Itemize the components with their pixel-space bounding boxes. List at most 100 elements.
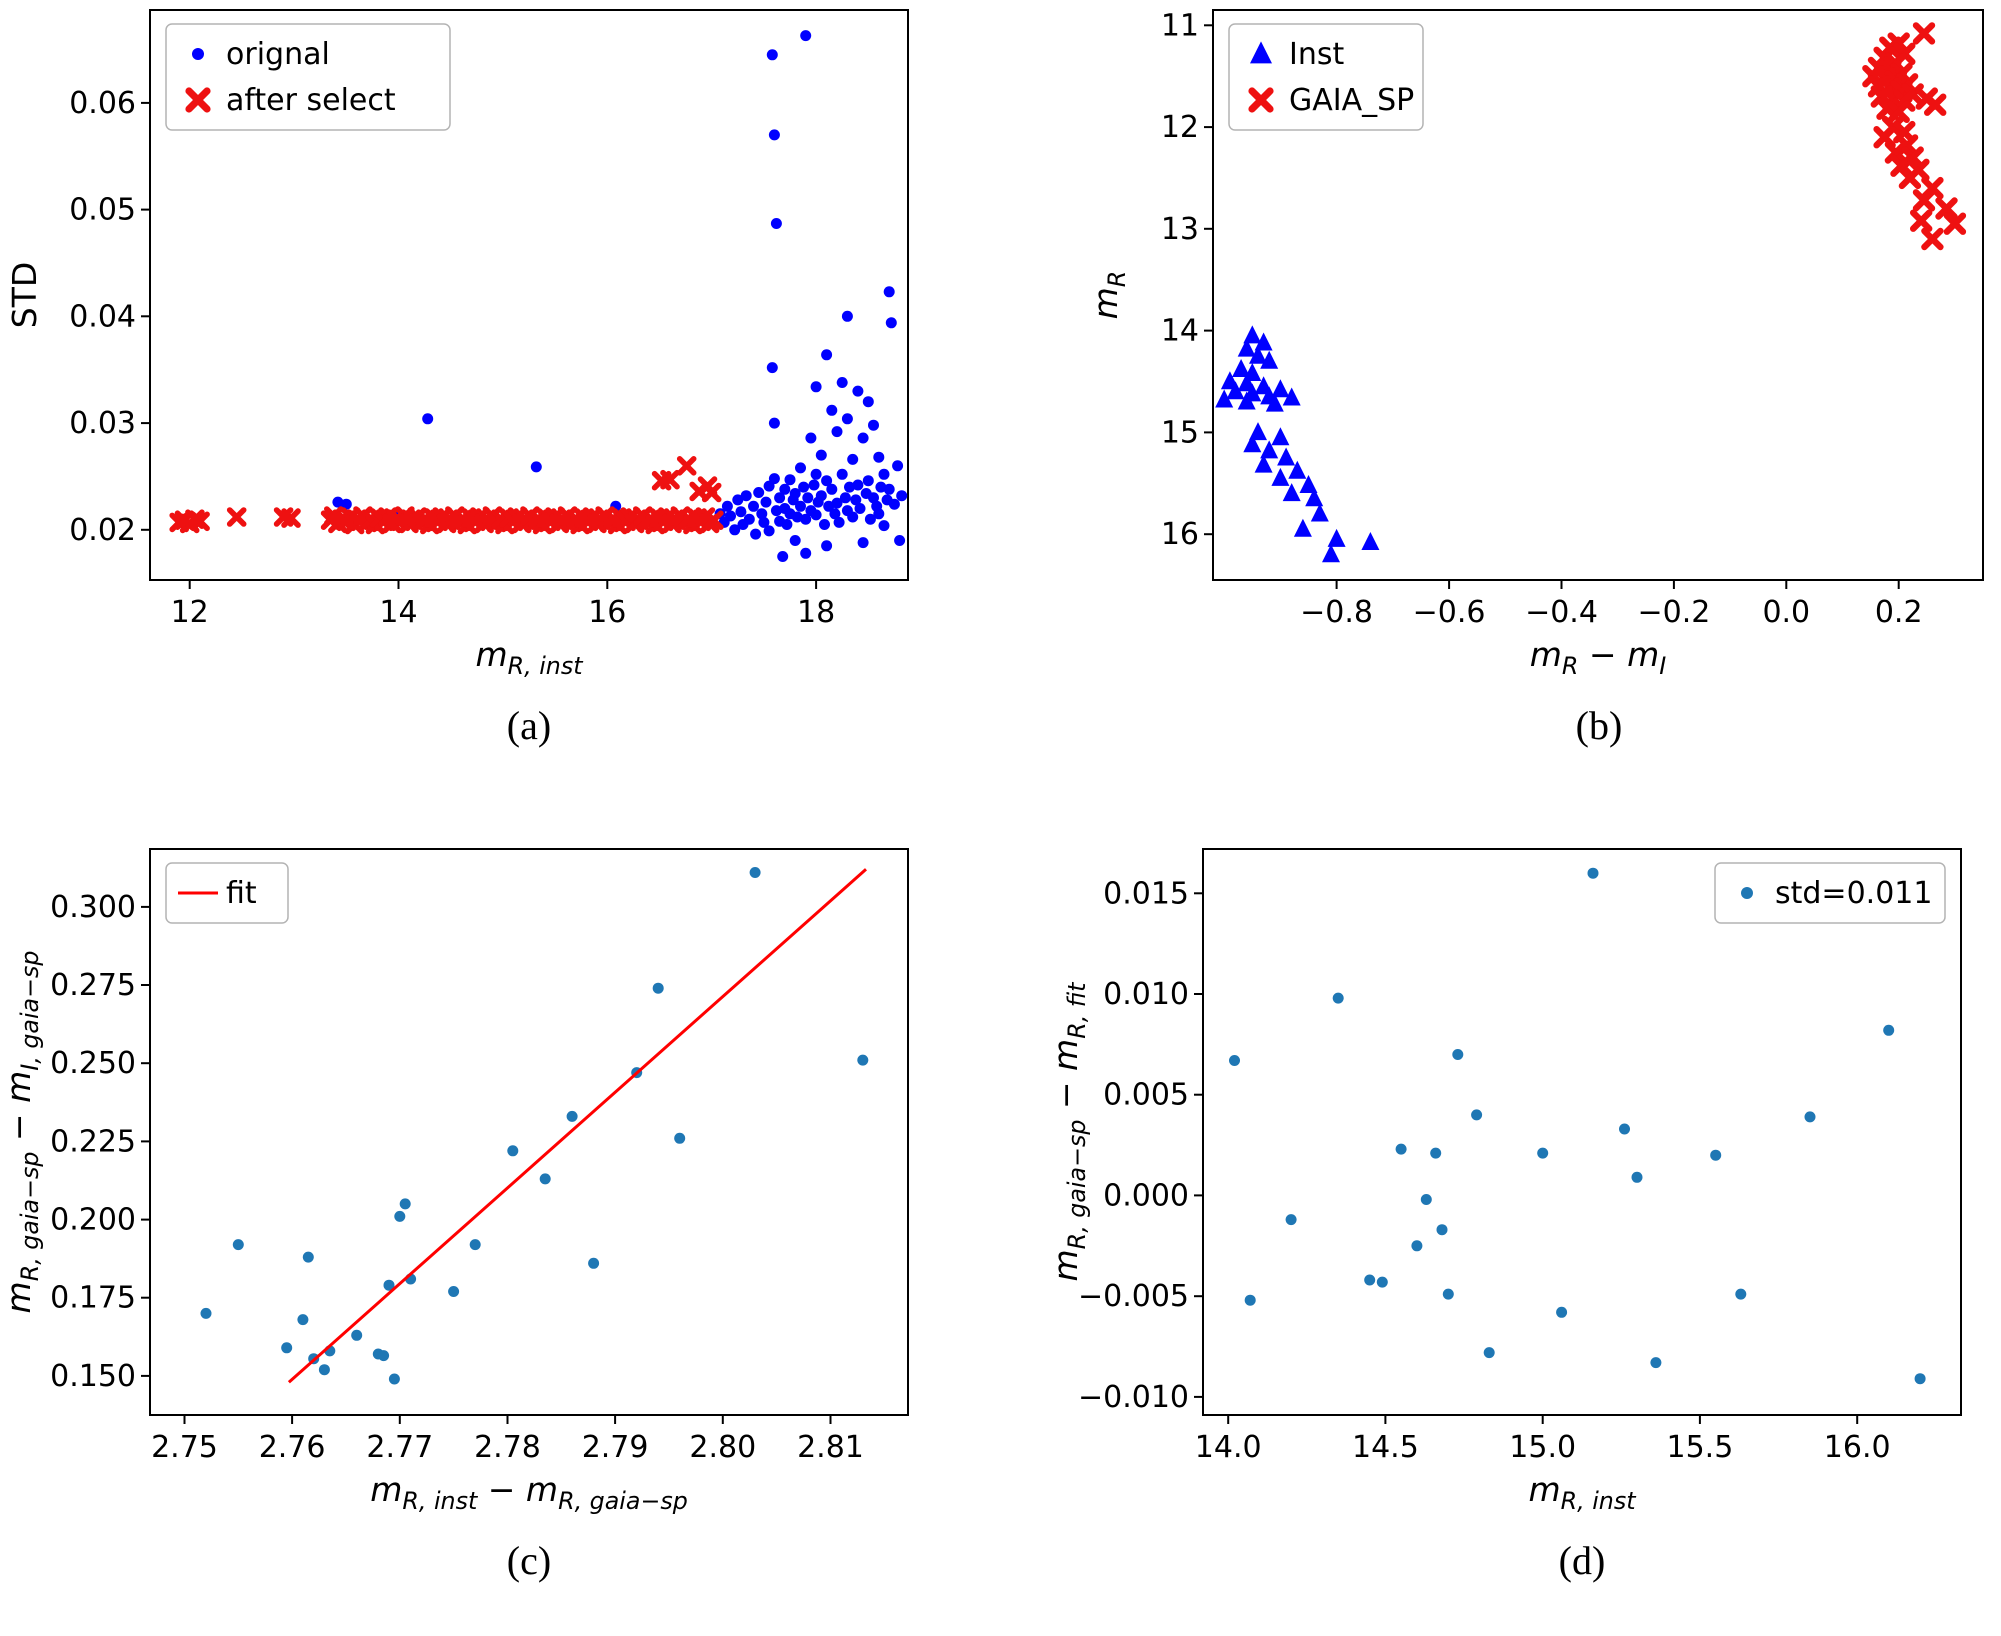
- scatter-point: [1420, 1194, 1432, 1205]
- scatter-point: [588, 1257, 600, 1269]
- scatter-point-x: [701, 482, 722, 503]
- scatter-point: [232, 1239, 244, 1251]
- scatter-point-triangle: [1260, 350, 1279, 369]
- scatter-point: [753, 487, 765, 498]
- scatter-point: [750, 528, 762, 540]
- scatter-point: [857, 1054, 869, 1066]
- x-tick-label: 2.75: [151, 1430, 218, 1465]
- scatter-point-triangle: [1327, 528, 1346, 547]
- scatter-point: [200, 1307, 212, 1319]
- scatter-point-triangle: [1249, 422, 1267, 441]
- scatter-point: [802, 492, 814, 504]
- legend-box: [165, 862, 289, 924]
- caption-c: (c): [506, 1538, 552, 1583]
- scatter-point: [674, 1132, 686, 1144]
- legend-box: [165, 23, 451, 131]
- scatter-point: [422, 413, 434, 425]
- scatter-point: [725, 510, 736, 522]
- legend-label: GAIA_SP: [1289, 83, 1414, 118]
- y-tick-label: 0.06: [69, 86, 136, 121]
- scatter-point: [1619, 1123, 1630, 1135]
- scatter-point: [844, 481, 855, 493]
- scatter-point-x: [1921, 227, 1944, 251]
- scatter-point-x: [1912, 22, 1936, 45]
- plot-frame: [149, 848, 909, 1416]
- x-tick-label: −0.2: [1637, 595, 1710, 630]
- scatter-point: [777, 551, 789, 562]
- x-tick-label: 2.77: [366, 1430, 433, 1465]
- scatter-point: [883, 286, 895, 298]
- y-tick-label: 16: [1161, 517, 1199, 552]
- scatter-point: [779, 483, 791, 495]
- scatter-point: [823, 500, 835, 512]
- series-fit: [287, 868, 867, 1384]
- scatter-point-triangle: [1322, 544, 1340, 563]
- y-tick-label: 0.005: [1103, 1078, 1189, 1113]
- x-tick-label: 14: [379, 595, 417, 630]
- scatter-point: [833, 516, 845, 528]
- scatter-point: [805, 432, 817, 444]
- scatter-point: [774, 492, 786, 504]
- scatter-point-triangle: [1226, 381, 1245, 400]
- scatter-point-triangle: [1271, 467, 1290, 486]
- scatter-point: [469, 1239, 481, 1251]
- y-tick-label: 0.03: [69, 406, 136, 441]
- scatter-point-x: [185, 87, 211, 113]
- scatter-point: [566, 1110, 578, 1122]
- scatter-point-triangle: [1215, 389, 1234, 408]
- scatter-point: [740, 490, 752, 502]
- scatter-point: [758, 516, 770, 528]
- scatter-point: [852, 479, 864, 491]
- scatter-point-triangle: [1277, 447, 1296, 466]
- caption-d: (d): [1558, 1538, 1606, 1583]
- x-tick-label: 14.5: [1352, 1430, 1419, 1465]
- scatter-point: [768, 129, 780, 141]
- scatter-point: [781, 519, 793, 530]
- scatter-point: [839, 492, 851, 504]
- scatter-point: [768, 417, 780, 429]
- scatter-point: [885, 317, 897, 329]
- scatter-point: [770, 218, 782, 229]
- y-tick-label: 0.015: [1103, 876, 1189, 911]
- scatter-point: [850, 494, 862, 506]
- scatter-point-x: [1912, 189, 1936, 212]
- scatter-point: [1710, 1149, 1722, 1161]
- legend: orignal after select: [165, 23, 451, 131]
- fit-line: [287, 868, 867, 1384]
- x-tick-label: 12: [171, 595, 209, 630]
- x-tick-label: −0.8: [1300, 595, 1373, 630]
- panel-c: 2.75 2.76 2.77 2.78 2.79 2.80 2.81 0.150 0.175 0.…: [0, 835, 950, 1584]
- scatter-point: [1229, 1055, 1240, 1066]
- chart-a-canvas: 12 14 16 18 0.02 0.03 0.04 0.05 0.06 mR, inst STD o…: [5, 9, 909, 680]
- x-tick-label: 16: [588, 595, 626, 630]
- scatter-point: [1332, 992, 1344, 1004]
- scatter-point: [864, 513, 876, 525]
- scatter-point: [873, 451, 885, 463]
- scatter-point: [1442, 1288, 1454, 1300]
- scatter-point: [800, 30, 812, 42]
- scatter-point-triangle: [1271, 427, 1290, 446]
- scatter-point: [1430, 1147, 1442, 1159]
- scatter-point: [868, 419, 879, 431]
- y-tick-label: 0.150: [50, 1359, 136, 1394]
- scatter-point: [1452, 1049, 1464, 1060]
- scatter-point: [847, 453, 859, 465]
- scatter-point: [1395, 1143, 1407, 1155]
- scatter-point: [841, 310, 853, 322]
- legend-box: [1714, 862, 1946, 924]
- scatter-point-x: [676, 455, 697, 476]
- scatter-point-triangle: [1243, 434, 1262, 453]
- scatter-point: [735, 506, 747, 518]
- x-axis-label: mR, inst − mR, gaia−sp: [370, 1470, 688, 1515]
- x-tick-label: 0.2: [1875, 595, 1923, 630]
- y-tick-label: 0.300: [50, 890, 136, 925]
- chart-b-canvas: −0.8 −0.6 −0.4 −0.2 0.0 0.2 11 12 13 14 15 16 mR − m…: [1086, 8, 1984, 680]
- scatter-point: [1556, 1306, 1568, 1318]
- scatter-point-triangle: [1361, 532, 1380, 550]
- scatter-point-triangle: [1260, 440, 1279, 459]
- scatter-point-x: [281, 508, 301, 528]
- scatter-point-x: [1898, 166, 1922, 190]
- y-tick-label: 11: [1161, 8, 1199, 43]
- scatter-point-x: [1887, 100, 1910, 124]
- scatter-point: [810, 509, 822, 521]
